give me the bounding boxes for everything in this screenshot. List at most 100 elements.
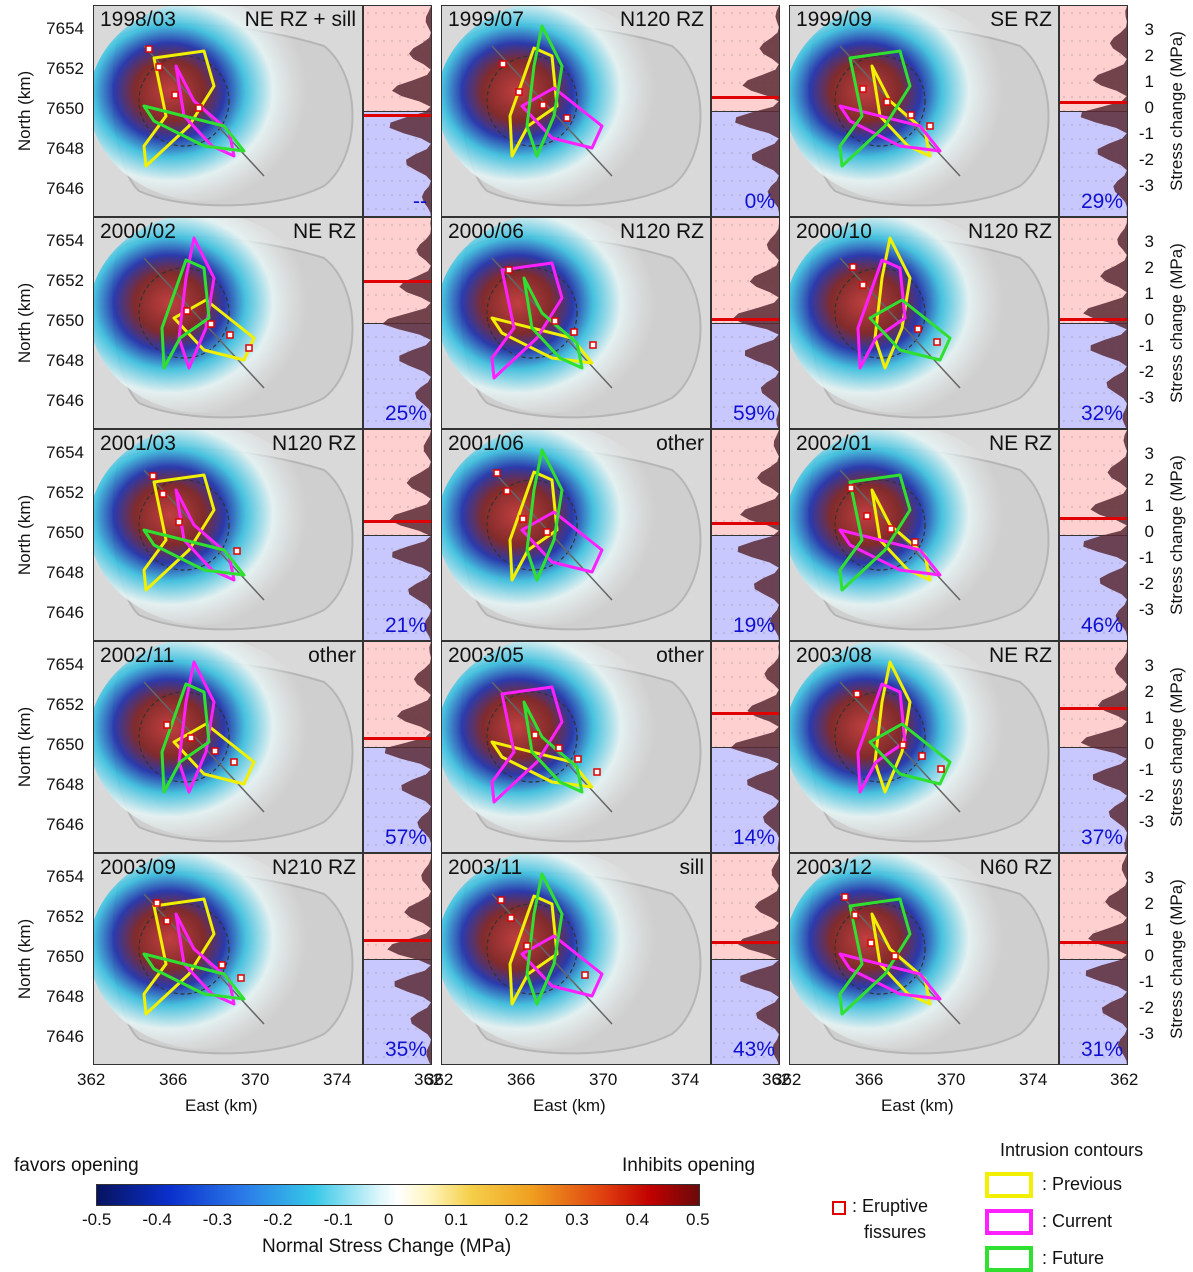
current-swatch xyxy=(985,1209,1033,1235)
percentage-label: 21% xyxy=(384,614,427,637)
panel-date: 2003/09 xyxy=(100,856,176,879)
panel-date: 2003/08 xyxy=(796,644,872,667)
east-tick: 362 xyxy=(77,1070,106,1089)
stress-tick: -1 xyxy=(1138,760,1154,779)
stress-tick: 2 xyxy=(1144,894,1154,913)
stress-tick: -2 xyxy=(1138,362,1154,381)
mean-stress-line xyxy=(1060,100,1127,104)
north-tick: 7652 xyxy=(46,271,84,290)
stress-tick: 1 xyxy=(1144,72,1154,91)
north-tick: 7652 xyxy=(46,483,84,502)
colorbar-right-note: Inhibits opening xyxy=(622,1155,756,1176)
stress-tick: -1 xyxy=(1138,336,1154,355)
north-tick: 7650 xyxy=(46,311,84,330)
panel-date: 2000/06 xyxy=(448,220,524,243)
panel-date: 1998/03 xyxy=(100,8,176,31)
stress-tick: -1 xyxy=(1138,124,1154,143)
colorbar-tick: 0.3 xyxy=(565,1210,589,1229)
mean-stress-line xyxy=(712,941,779,945)
colorbar xyxy=(96,1184,700,1206)
map-panel: 2000/10 N120 RZ xyxy=(789,217,1059,429)
stress-histogram: 57% xyxy=(363,641,432,853)
mean-stress-line xyxy=(364,280,431,284)
north-tick: 7648 xyxy=(46,351,84,370)
north-tick: 7652 xyxy=(46,695,84,714)
percentage-label: 31% xyxy=(1080,1038,1123,1061)
stress-histogram: 0% xyxy=(711,5,780,217)
stress-tick: -3 xyxy=(1138,1024,1154,1043)
north-tick: 7652 xyxy=(46,907,84,926)
panel-rift-type: NE RZ xyxy=(989,644,1052,667)
north-tick: 7654 xyxy=(46,231,84,250)
north-tick: 7648 xyxy=(46,139,84,158)
stress-tick: -2 xyxy=(1138,998,1154,1017)
stress-tick: -3 xyxy=(1138,176,1154,195)
colorbar-tick: -0.3 xyxy=(202,1210,233,1229)
east-tick: 374 xyxy=(1019,1070,1048,1089)
colorbar-tick: -0.4 xyxy=(142,1210,172,1229)
colorbar-tick: -0.5 xyxy=(82,1210,112,1229)
stress-tick: 3 xyxy=(1144,868,1154,887)
zero-line xyxy=(712,111,779,112)
map-panel: 1999/07 N120 RZ xyxy=(441,5,711,217)
fissure-legend-line1: : Eruptive xyxy=(852,1196,929,1216)
map-panel: 2003/09 N210 RZ xyxy=(93,853,363,1065)
panel-date: 2001/06 xyxy=(448,432,524,455)
stress-tick: 0 xyxy=(1144,310,1154,329)
stress-tick: -3 xyxy=(1138,388,1154,407)
stress-tick: 0 xyxy=(1144,734,1154,753)
east-tick: 362 xyxy=(773,1070,802,1089)
stress-tick: 3 xyxy=(1144,444,1154,463)
map-panel: 2003/08 NE RZ xyxy=(789,641,1059,853)
north-tick: 7646 xyxy=(46,1027,84,1046)
stress-tick: 3 xyxy=(1144,232,1154,251)
panel-date: 2003/11 xyxy=(448,856,523,879)
percentage-label: 14% xyxy=(732,826,775,849)
stress-tick: -2 xyxy=(1138,786,1154,805)
percentage-label: 32% xyxy=(1080,402,1123,425)
map-panel: 2003/05 other xyxy=(441,641,711,853)
percentage-label: 35% xyxy=(384,1038,427,1061)
future-swatch xyxy=(985,1246,1033,1272)
east-tick: 370 xyxy=(241,1070,270,1089)
panel-rift-type: N120 RZ xyxy=(271,432,356,455)
panel-date: 2003/12 xyxy=(796,856,872,879)
mean-stress-line xyxy=(712,95,779,99)
mean-stress-line xyxy=(364,113,431,117)
percentage-label: 46% xyxy=(1080,614,1123,637)
mean-stress-line xyxy=(712,522,779,526)
stress-tick: -1 xyxy=(1138,972,1154,991)
stress-histogram: 32% xyxy=(1059,217,1128,429)
percentage-label: 19% xyxy=(732,614,775,637)
stress-tick: 1 xyxy=(1144,284,1154,303)
zero-line xyxy=(1060,959,1127,960)
panel-date: 2002/01 xyxy=(796,432,872,455)
panel-date: 2001/03 xyxy=(100,432,176,455)
panel-rift-type: NE RZ + sill xyxy=(244,8,356,31)
stress-tick: -2 xyxy=(1138,150,1154,169)
mean-stress-line xyxy=(1060,941,1127,945)
mean-stress-line xyxy=(712,711,779,715)
panel-rift-type: N120 RZ xyxy=(967,220,1052,243)
map-panel: 1999/09 SE RZ xyxy=(789,5,1059,217)
stress-tick: 2 xyxy=(1144,258,1154,277)
previous-swatch xyxy=(985,1172,1033,1198)
stress-tick: 3 xyxy=(1144,20,1154,39)
colorbar-left-note: favors opening xyxy=(14,1155,139,1176)
east-axis-label: East (km) xyxy=(533,1096,606,1115)
north-tick: 7646 xyxy=(46,179,84,198)
panel-rift-type: SE RZ xyxy=(990,8,1052,31)
stress-tick: -1 xyxy=(1138,548,1154,567)
percentage-label: 0% xyxy=(744,190,775,213)
stress-axis-label: Stress change (MPa) xyxy=(1167,31,1186,191)
map-panel: 2000/06 N120 RZ xyxy=(441,217,711,429)
north-tick: 7646 xyxy=(46,815,84,834)
stress-axis-label: Stress change (MPa) xyxy=(1167,455,1186,615)
north-tick: 7650 xyxy=(46,735,84,754)
panel-date: 2000/10 xyxy=(796,220,872,243)
percentage-label: 57% xyxy=(384,826,427,849)
east-tick: 366 xyxy=(159,1070,188,1089)
colorbar-tick: 0.5 xyxy=(686,1210,710,1229)
mean-stress-line xyxy=(1060,706,1127,710)
map-panel: 2003/12 N60 RZ xyxy=(789,853,1059,1065)
